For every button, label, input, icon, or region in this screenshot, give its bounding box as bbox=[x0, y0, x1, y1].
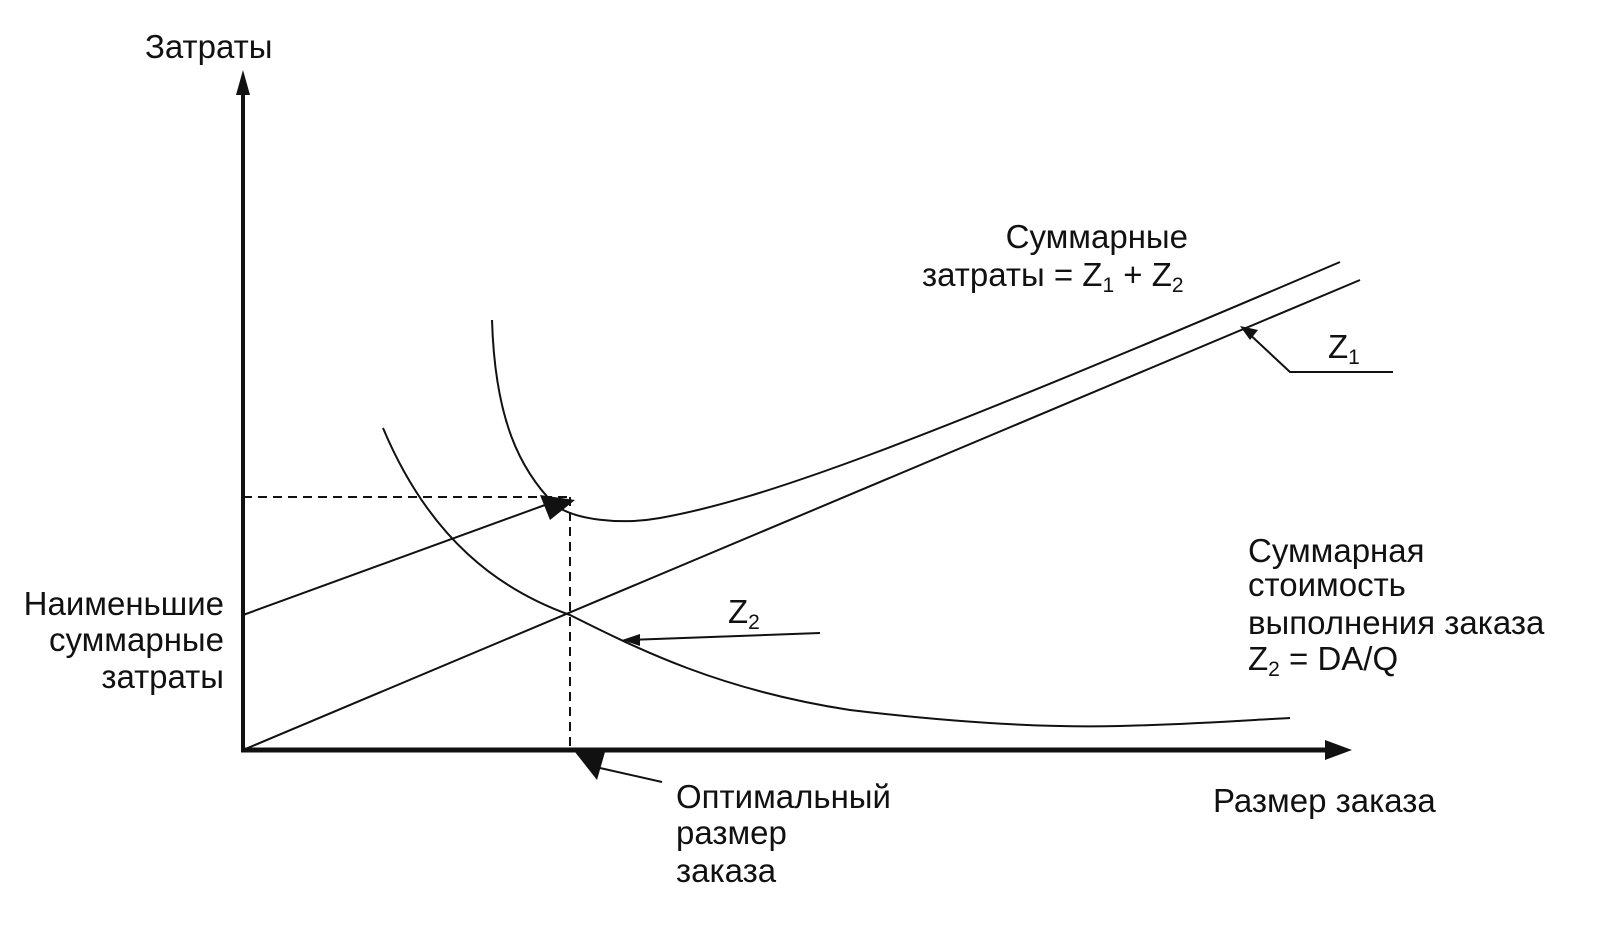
x-axis-arrow bbox=[1325, 740, 1352, 760]
min-cost-line: затраты bbox=[101, 658, 224, 695]
min-cost-pointer bbox=[242, 504, 546, 616]
optimal-line: заказа bbox=[676, 852, 777, 889]
total-cost-curve bbox=[491, 261, 1341, 523]
order-cost-line: стоимость bbox=[1248, 566, 1406, 603]
text: Z bbox=[1248, 640, 1268, 677]
subscript: 2 bbox=[1172, 274, 1184, 297]
z1-label: Z1 bbox=[1328, 328, 1360, 369]
min-cost-line: суммарные bbox=[49, 621, 224, 658]
min-cost-arrowhead bbox=[540, 495, 575, 520]
subscript: 2 bbox=[1268, 658, 1280, 681]
z1-line bbox=[242, 279, 1361, 751]
text: Z bbox=[728, 593, 748, 630]
order-cost-formula: Z2 = DA/Q bbox=[1248, 640, 1398, 681]
optimal-line: Оптимальный bbox=[676, 778, 891, 815]
text: + Z bbox=[1114, 256, 1172, 293]
z2-arrowhead bbox=[622, 634, 640, 646]
y-axis-arrow bbox=[236, 70, 250, 95]
optimal-pointer bbox=[599, 767, 663, 783]
subscript: 2 bbox=[748, 611, 760, 634]
subscript: 1 bbox=[1348, 346, 1360, 369]
total-cost-formula: затраты = Z1 + Z2 bbox=[922, 256, 1184, 297]
text: Z bbox=[1328, 328, 1348, 365]
min-cost-line: Наименьшие bbox=[24, 585, 224, 622]
subscript: 1 bbox=[1102, 274, 1114, 297]
y-axis-label: Затраты bbox=[145, 28, 273, 65]
x-axis-label: Размер заказа bbox=[1213, 782, 1436, 819]
order-cost-line: выполнения заказа bbox=[1248, 604, 1545, 641]
total-cost-label: Суммарные bbox=[1006, 218, 1188, 255]
z2-label: Z2 bbox=[728, 593, 760, 634]
optimal-line: размер bbox=[676, 814, 787, 851]
z1-arrowhead bbox=[1240, 326, 1258, 340]
z1-pointer bbox=[1244, 329, 1393, 373]
order-cost-line: Суммарная bbox=[1248, 532, 1425, 569]
z2-pointer bbox=[627, 632, 821, 641]
text: затраты = Z bbox=[922, 256, 1102, 293]
text: = DA/Q bbox=[1280, 640, 1398, 677]
z2-curve bbox=[382, 427, 1291, 728]
optimal-arrowhead bbox=[575, 752, 605, 780]
